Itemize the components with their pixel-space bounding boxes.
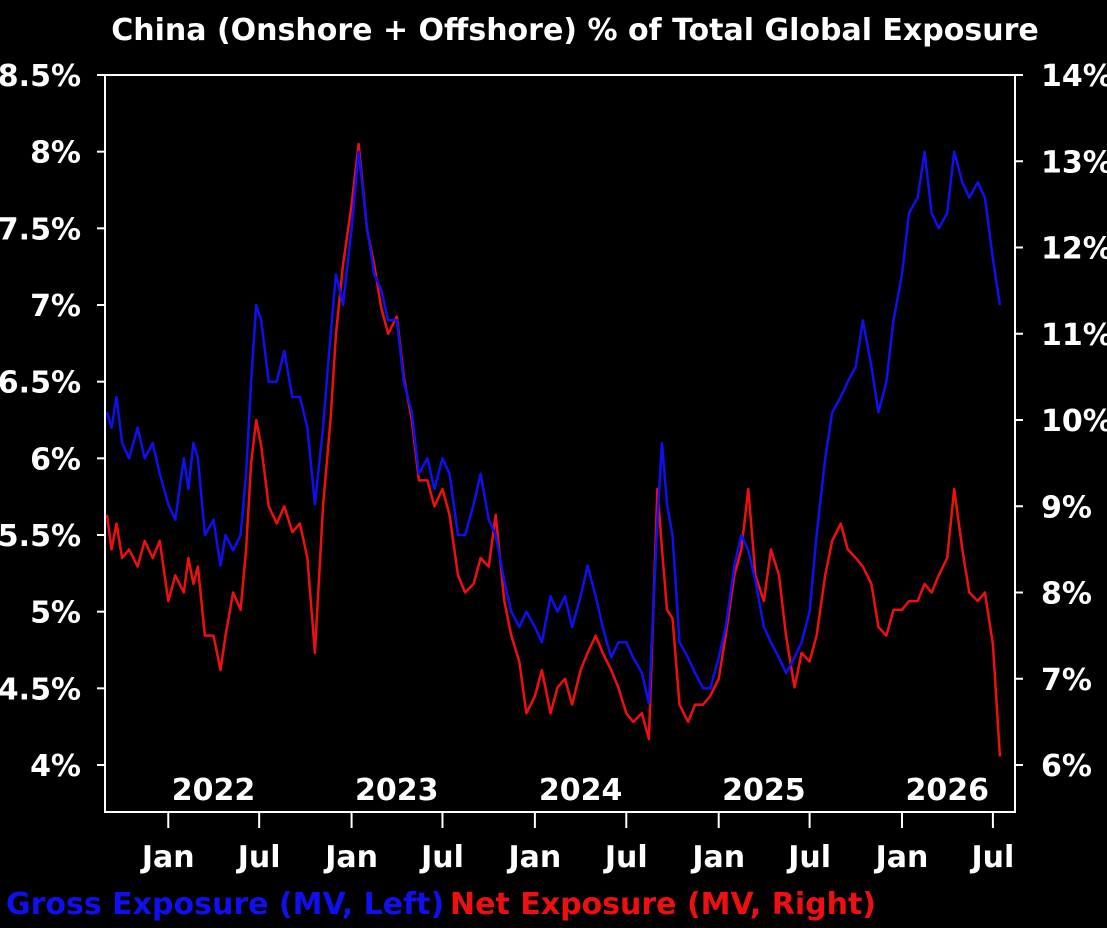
month-tick-label: Jul [603,840,648,875]
month-tick-label: Jul [970,840,1015,875]
net-exposure-line [105,142,1002,757]
plot-frame [104,74,1016,813]
right-tick-label: 11% [1041,318,1107,353]
left-tick-label: 5.5% [0,519,81,554]
right-tick-label: 13% [1041,145,1107,180]
series-layer [105,142,1002,757]
left-tick-label: 4.5% [0,672,81,707]
year-label: 2024 [539,773,623,808]
year-label: 2026 [905,773,989,808]
left-tick-label: 7% [30,289,81,324]
right-tick-label: 6% [1041,749,1092,784]
right-tick-label: 8% [1041,577,1092,612]
right-axis: 6% 7% 8% 9% 10% 11% 12% 13% 14% [1015,59,1107,784]
month-tick-label: Jul [236,840,281,875]
month-tick-label: Jul [419,840,464,875]
left-tick-label: 8% [30,136,81,171]
legend-net-label: Net Exposure (MV, Right) [450,887,876,922]
right-tick-label: 12% [1041,232,1107,267]
month-tick-label: Jan [323,840,378,875]
month-tick-label: Jan [874,840,929,875]
right-tick-label: 14% [1041,59,1107,94]
left-tick-label: 4% [30,749,81,784]
x-axis: Jan Jul Jan Jul Jan Jul Jan Jul Jan Jul 2022 2023 20… [140,773,1014,875]
left-tick-label: 6.5% [0,366,81,401]
right-tick-label: 7% [1041,663,1092,698]
chart-title: China (Onshore + Offshore) % of Total Gl… [111,13,1038,48]
year-label: 2023 [355,773,439,808]
right-tick-label: 10% [1041,404,1107,439]
left-tick-label: 5% [30,596,81,631]
left-axis: 4% 4.5% 5% 5.5% 6% 6.5% 7% 7.5% 8% 8.5% [0,59,105,784]
month-tick-label: Jan [507,840,562,875]
left-tick-label: 7.5% [0,212,81,247]
year-label: 2025 [722,773,806,808]
month-tick-label: Jan [140,840,195,875]
month-tick-label: Jul [786,840,831,875]
year-label: 2022 [172,773,256,808]
right-tick-label: 9% [1041,490,1092,525]
left-tick-label: 8.5% [0,59,81,94]
left-tick-label: 6% [30,442,81,477]
legend-gross-label: Gross Exposure (MV, Left) [6,887,444,922]
gross-exposure-line [105,150,1002,705]
month-tick-label: Jan [690,840,745,875]
